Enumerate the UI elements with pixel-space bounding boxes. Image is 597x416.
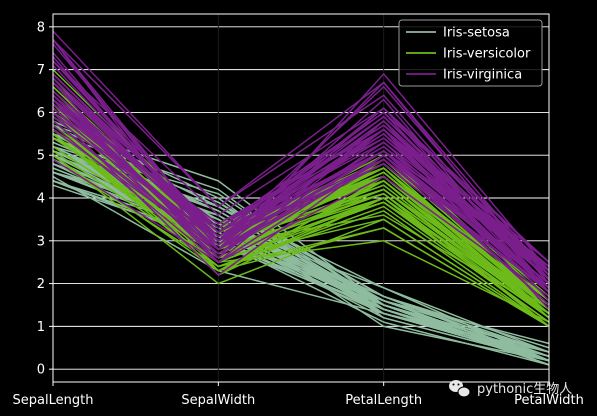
- ytick-label-2: 2: [37, 277, 45, 292]
- ytick-label-0: 0: [37, 363, 45, 378]
- ytick-label-1: 1: [37, 320, 45, 335]
- x-axis-ticks: SepalLength SepalWidth PetalLength PetalWid…: [13, 382, 584, 408]
- xtick-label-sepalwidth: SepalWidth: [181, 393, 255, 408]
- watermark: pythonic生物人: [449, 380, 572, 398]
- ytick-label-4: 4: [37, 192, 45, 207]
- wechat-icon: [449, 380, 471, 398]
- data-line-2-9: [52, 60, 550, 263]
- ytick-label-5: 5: [37, 149, 45, 164]
- legend: Iris-setosa Iris-versicolor Iris-virgini…: [398, 19, 543, 87]
- data-line-2-32: [52, 94, 550, 276]
- data-line-2-22: [52, 39, 550, 285]
- ytick-label-3: 3: [37, 234, 45, 249]
- xtick-label-sepallength: SepalLength: [13, 393, 94, 408]
- data-line-2-48: [52, 103, 550, 272]
- ytick-label-7: 7: [37, 63, 45, 78]
- legend-label-setosa: Iris-setosa: [443, 26, 510, 41]
- data-line-2-17: [52, 39, 550, 276]
- data-line-1-48: [52, 150, 550, 323]
- series-iris-virginica: [52, 30, 550, 310]
- data-line-2-42: [52, 120, 550, 289]
- data-line-2-49: [52, 116, 550, 293]
- legend-label-virginica: Iris-virginica: [443, 68, 522, 83]
- data-line-1-39: [52, 133, 550, 315]
- data-line-2-40: [52, 81, 550, 268]
- data-line-2-6: [52, 158, 550, 298]
- xtick-label-petallength: PetalLength: [345, 393, 422, 408]
- data-lines: [52, 30, 550, 366]
- data-line-1-43: [52, 154, 550, 328]
- watermark-text: pythonic生物人: [477, 382, 572, 397]
- xtick-label-petalwidth: PetalWidth: [514, 393, 584, 408]
- legend-label-versicolor: Iris-versicolor: [443, 47, 531, 62]
- ytick-label-8: 8: [37, 20, 45, 35]
- legend-box: [398, 19, 543, 87]
- ytick-label-6: 6: [37, 106, 45, 121]
- y-axis-ticks: 0 1 2 3 4 5 6 7 8: [37, 20, 53, 378]
- data-line-2-44: [52, 81, 550, 263]
- data-line-2-19: [52, 111, 550, 306]
- data-line-2-47: [52, 90, 550, 285]
- data-line-1-31: [52, 133, 550, 327]
